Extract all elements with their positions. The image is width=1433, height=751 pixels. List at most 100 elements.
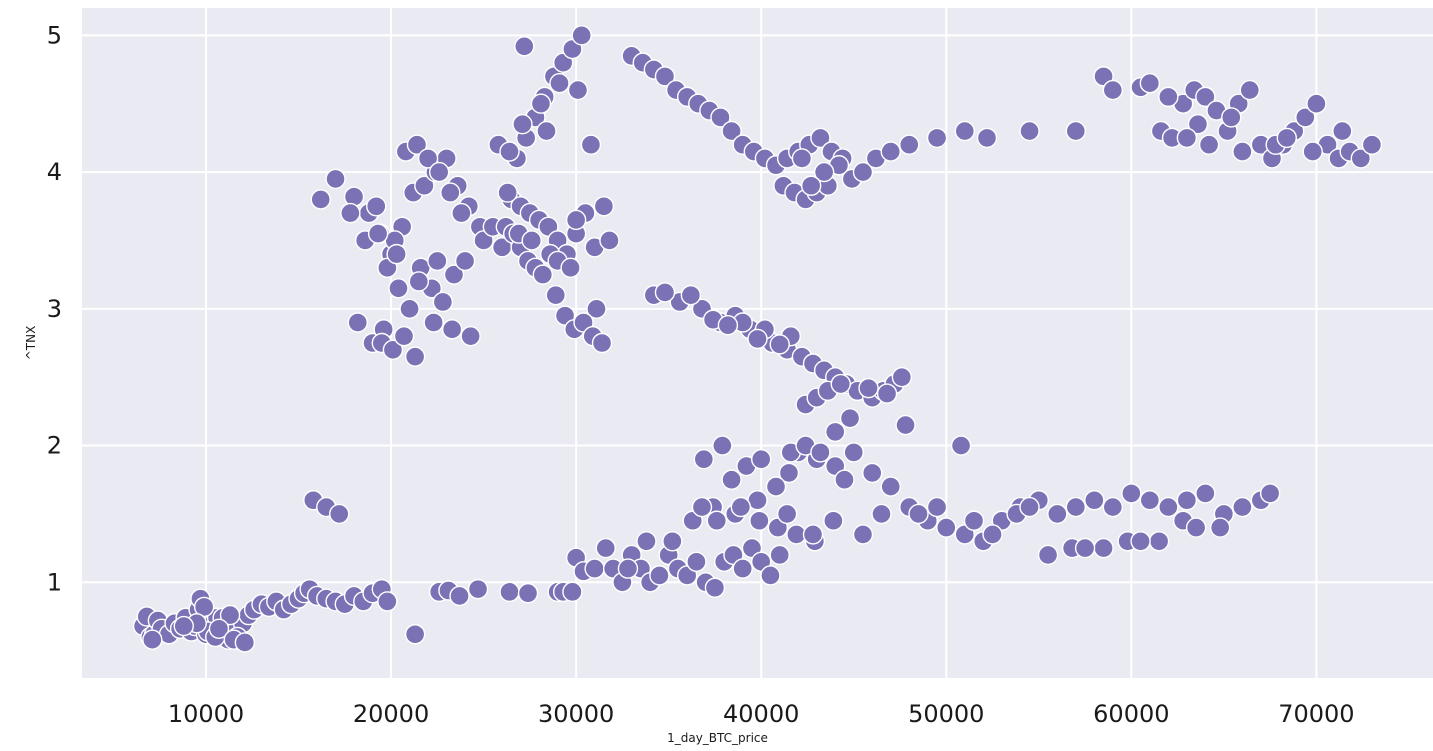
- data-point: [310, 189, 331, 210]
- y-axis-label: ^TNX: [24, 326, 38, 361]
- data-point: [1187, 114, 1209, 135]
- data-point: [706, 510, 727, 531]
- data-point: [560, 257, 581, 278]
- data-point: [1276, 127, 1297, 149]
- data-point: [1209, 517, 1231, 538]
- data-point: [454, 250, 476, 272]
- data-point: [876, 383, 898, 404]
- data-point: [1019, 496, 1040, 518]
- data-point: [565, 209, 587, 231]
- y-tick-label: 1: [47, 568, 62, 596]
- data-point: [950, 435, 972, 456]
- data-point: [1195, 86, 1216, 108]
- data-point: [347, 312, 368, 333]
- data-point: [545, 284, 566, 306]
- data-point: [691, 496, 713, 518]
- data-point: [1065, 120, 1087, 142]
- data-point: [693, 449, 715, 470]
- data-point: [449, 585, 470, 607]
- data-point: [721, 120, 742, 142]
- data-point: [1121, 483, 1142, 504]
- data-point: [521, 230, 542, 251]
- data-point: [367, 223, 389, 244]
- y-tick-label: 3: [47, 295, 62, 323]
- data-point: [834, 469, 855, 490]
- data-point: [1176, 127, 1198, 149]
- data-point: [1019, 120, 1040, 142]
- data-point: [1084, 490, 1105, 511]
- data-point: [654, 66, 676, 87]
- data-point: [649, 565, 670, 586]
- data-point: [1221, 107, 1242, 128]
- data-point: [636, 531, 657, 552]
- data-point: [778, 462, 800, 484]
- data-point: [852, 524, 874, 545]
- data-point: [1332, 120, 1353, 142]
- data-point: [1306, 93, 1327, 114]
- data-point: [825, 421, 846, 443]
- data-point: [499, 581, 520, 603]
- data-point: [963, 510, 985, 531]
- x-tick-label: 30000: [538, 700, 614, 728]
- data-point: [1295, 107, 1316, 128]
- data-point: [562, 581, 583, 603]
- data-point: [414, 175, 435, 196]
- data-point: [858, 377, 879, 399]
- data-point: [976, 127, 998, 149]
- data-point: [593, 196, 615, 217]
- data-point: [751, 449, 772, 470]
- data-point: [899, 134, 920, 155]
- data-point: [517, 583, 539, 604]
- data-point: [1139, 490, 1161, 511]
- data-point: [730, 496, 752, 518]
- data-point: [662, 531, 683, 552]
- tick-label-layer: 10000 20000 30000 40000 50000 60000 70000 1 2 3 4 5: [47, 21, 1355, 728]
- data-point: [443, 264, 465, 285]
- data-point: [571, 25, 592, 46]
- data-point: [432, 291, 454, 313]
- data-point: [1139, 73, 1161, 94]
- data-point: [451, 202, 472, 224]
- data-point: [710, 107, 731, 128]
- data-point: [340, 202, 361, 224]
- data-point: [823, 510, 844, 531]
- data-point: [1074, 537, 1096, 559]
- data-point: [704, 577, 726, 598]
- data-point: [830, 373, 851, 395]
- data-point: [549, 73, 570, 94]
- data-point: [843, 442, 864, 463]
- data-point: [591, 332, 613, 354]
- data-point: [599, 230, 620, 251]
- data-point: [514, 36, 535, 57]
- data-point: [880, 141, 901, 162]
- data-point: [329, 503, 350, 525]
- data-point: [1302, 141, 1323, 162]
- data-point: [954, 120, 975, 142]
- x-tick-label: 40000: [723, 700, 799, 728]
- x-tick-label: 70000: [1278, 700, 1354, 728]
- data-point: [895, 414, 916, 436]
- data-point: [536, 120, 557, 142]
- data-point: [382, 339, 404, 361]
- data-point: [497, 182, 518, 203]
- data-point: [791, 148, 813, 169]
- data-point: [399, 298, 420, 320]
- data-point: [386, 243, 407, 265]
- data-point: [654, 282, 676, 303]
- data-point: [1176, 490, 1198, 511]
- data-point: [427, 250, 448, 272]
- data-point: [926, 496, 948, 518]
- data-point: [580, 134, 602, 155]
- data-point: [686, 551, 707, 572]
- data-point: [219, 604, 241, 626]
- x-tick-label: 60000: [1093, 700, 1169, 728]
- data-point: [440, 182, 461, 203]
- data-point: [1232, 496, 1253, 518]
- data-point: [760, 565, 781, 586]
- data-point: [1239, 79, 1260, 101]
- data-point: [839, 408, 861, 429]
- data-point: [862, 462, 883, 484]
- data-point: [908, 503, 929, 525]
- data-point: [1065, 496, 1087, 518]
